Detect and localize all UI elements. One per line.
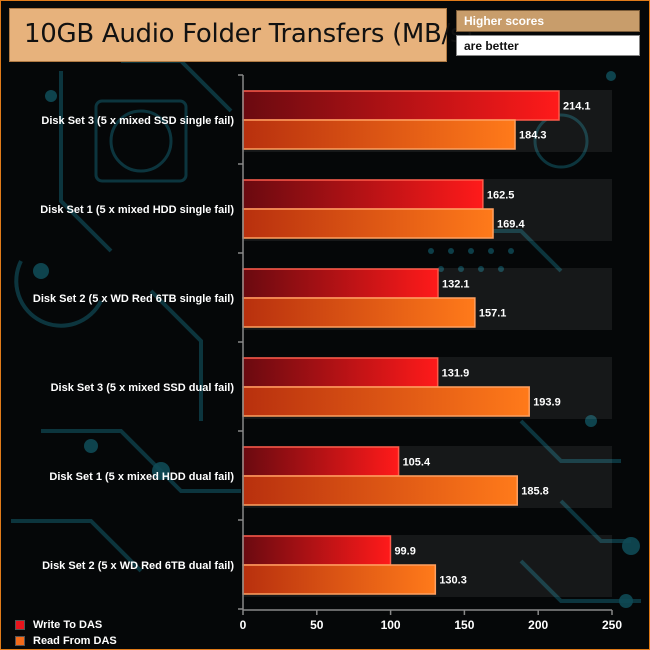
legend-item-write: Write To DAS: [15, 617, 117, 633]
value-label-write: 214.1: [563, 101, 591, 113]
bar-read: [242, 119, 516, 150]
x-tick-label: 0: [240, 618, 247, 632]
value-label-read: 169.4: [497, 219, 525, 231]
note-higher-box: Higher scores: [456, 10, 640, 32]
bar-read: [242, 564, 437, 595]
category-bands: [243, 90, 612, 597]
value-label-read: 130.3: [439, 575, 467, 587]
legend-label-read: Read From DAS: [33, 635, 117, 647]
legend-item-read: Read From DAS: [15, 633, 117, 649]
category-label: Disk Set 1 (5 x mixed HDD single fail): [40, 204, 234, 216]
note-better-text: are better: [464, 39, 519, 53]
value-label-read: 157.1: [479, 308, 507, 320]
category-label: Disk Set 3 (5 x mixed SSD single fail): [41, 115, 234, 127]
bar-write: [242, 268, 439, 299]
note-better-box: are better: [456, 35, 640, 56]
bar-write: [242, 179, 484, 210]
note-higher-text: Higher scores: [464, 14, 545, 28]
bar-write: [242, 90, 560, 121]
value-label-read: 185.8: [521, 486, 549, 498]
value-label-write: 99.9: [394, 546, 415, 558]
category-label: Disk Set 1 (5 x mixed HDD dual fail): [49, 471, 234, 483]
legend-label-write: Write To DAS: [33, 619, 103, 631]
category-label: Disk Set 2 (5 x WD Red 6TB single fail): [33, 293, 234, 305]
x-tick-label: 150: [454, 618, 474, 632]
value-label-write: 131.9: [442, 368, 470, 380]
value-label-write: 132.1: [442, 279, 470, 291]
x-axis: 0 50 100 150 200 250: [238, 74, 622, 632]
bar-read: [242, 297, 476, 328]
x-tick-label: 100: [381, 618, 401, 632]
x-tick-label: 200: [528, 618, 548, 632]
legend-swatch-write: [15, 620, 25, 630]
chart-title: 10GB Audio Folder Transfers (MB/s): [24, 19, 474, 49]
x-tick-label: 50: [310, 618, 324, 632]
x-tick-label: 250: [602, 618, 622, 632]
bar-write: [242, 535, 392, 566]
legend: Write To DAS Read From DAS: [15, 617, 117, 649]
value-label-write: 162.5: [487, 190, 515, 202]
bar-group: 214.1 184.3 162.5 169.4 132.1 157.1 131.9 193.9…: [242, 90, 591, 595]
category-labels: Disk Set 3 (5 x mixed SSD single fail) Di…: [33, 115, 234, 572]
bar-read: [242, 386, 530, 417]
value-label-write: 105.4: [403, 457, 431, 469]
chart-title-box: 10GB Audio Folder Transfers (MB/s): [9, 8, 473, 62]
value-label-read: 193.9: [533, 397, 561, 409]
legend-swatch-read: [15, 636, 25, 646]
bar-write: [242, 357, 439, 388]
category-label: Disk Set 2 (5 x WD Red 6TB dual fail): [42, 560, 234, 572]
bar-write: [242, 446, 400, 477]
category-label: Disk Set 3 (5 x mixed SSD dual fail): [51, 382, 235, 394]
bar-read: [242, 475, 518, 506]
bar-read: [242, 208, 494, 239]
value-label-read: 184.3: [519, 130, 547, 142]
